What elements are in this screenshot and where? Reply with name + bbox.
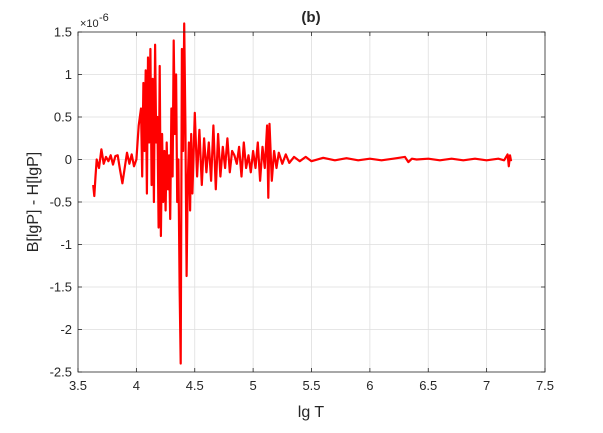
x-tick-label: 4	[133, 378, 140, 393]
data-series-line	[92, 22, 513, 365]
x-tick-label: 7.5	[536, 378, 554, 393]
series-layer	[92, 22, 513, 365]
grid-layer	[78, 32, 545, 372]
x-tick-label: 6	[366, 378, 373, 393]
y-tick-label: -2	[60, 322, 72, 337]
y-exponent-power: -6	[99, 12, 109, 24]
x-tick-label: 3.5	[69, 378, 87, 393]
chart-title: (b)	[301, 9, 320, 26]
y-tick-label: 1.5	[54, 25, 72, 40]
x-tick-label: 4.5	[186, 378, 204, 393]
y-tick-label: -2.5	[50, 365, 72, 380]
y-tick-label: -1.5	[50, 280, 72, 295]
y-tick-label: 0	[65, 152, 72, 167]
y-tick-label: 0.5	[54, 110, 72, 125]
y-tick-label: 1	[65, 67, 72, 82]
y-tick-label: -0.5	[50, 195, 72, 210]
x-tick-label: 6.5	[419, 378, 437, 393]
y-tick-label: -1	[60, 237, 72, 252]
x-tick-label: 5	[250, 378, 257, 393]
x-tick-label: 5.5	[302, 378, 320, 393]
x-axis-label: lg T	[298, 404, 325, 421]
tick-layer: 3.5 4 4.5 5 5.5 6 6.5 7 7.5 -2.5 -2 -1.5 -1 -0.5 0 0.5 1…	[50, 25, 554, 394]
x-tick-label: 7	[483, 378, 490, 393]
y-axis-label: B[lgP] - H[lgP]	[25, 152, 42, 252]
y-exponent-base: ×10	[80, 18, 99, 30]
